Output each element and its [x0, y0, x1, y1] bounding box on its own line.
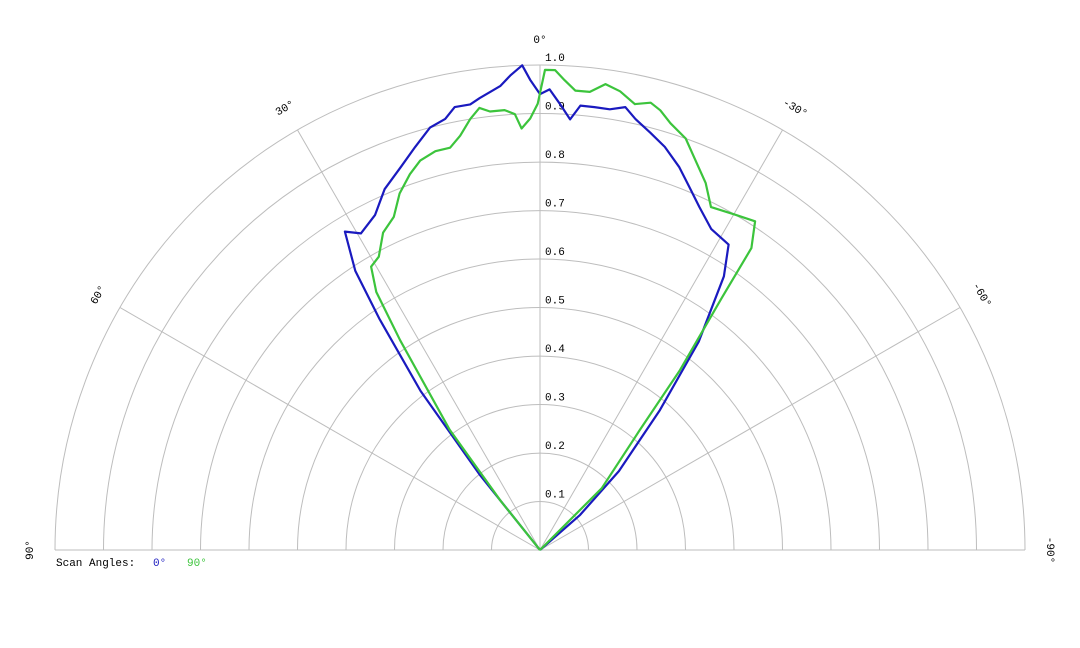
r-tick-label: 1.0	[545, 53, 565, 65]
theta-tick-label: -60°	[969, 281, 993, 310]
legend-entry: 0°	[153, 558, 166, 570]
theta-tick-label: 30°	[274, 99, 297, 119]
theta-tick-label: -30°	[780, 97, 809, 121]
r-tick-label: 0.2	[545, 441, 565, 453]
series-line	[370, 68, 757, 551]
r-tick-label: 0.3	[545, 392, 565, 404]
legend-title: Scan Angles:	[56, 558, 135, 570]
legend-entry: 90°	[187, 558, 207, 570]
theta-tick-label: 90°	[25, 540, 37, 560]
r-tick-label: 0.4	[545, 344, 565, 356]
grid-spoke	[539, 129, 783, 551]
r-tick-label: 0.6	[545, 247, 565, 259]
r-tick-label: 0.8	[545, 150, 565, 162]
grid-spoke	[539, 307, 961, 551]
grid-spoke	[119, 307, 541, 551]
theta-tick-label: -90°	[1043, 537, 1055, 563]
theta-tick-label: 0°	[533, 35, 546, 47]
theta-tick-label: 60°	[89, 284, 109, 307]
r-tick-label: 0.1	[545, 489, 565, 501]
grid-spoke	[297, 129, 541, 551]
r-tick-label: 0.5	[545, 295, 565, 307]
r-tick-label: 0.7	[545, 198, 565, 210]
